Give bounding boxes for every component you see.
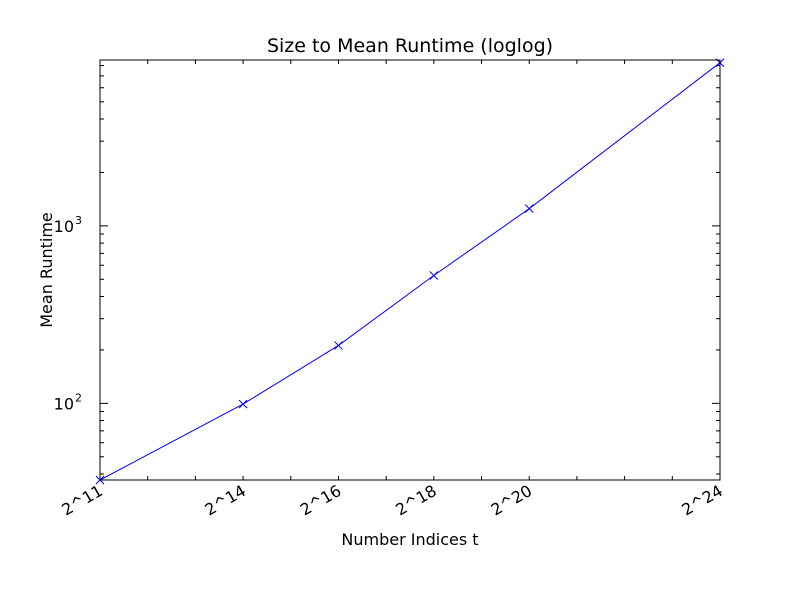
y-tick-exponent: 2 [75,391,82,404]
series-line [99,62,721,481]
data-point-marker [524,204,534,214]
x-tick-label: 2^20 [488,481,536,519]
x-tick-label: 2^16 [297,481,345,519]
x-axis-label: Number Indices t [341,530,478,549]
y-tick-label: 10 [54,217,74,236]
axis-ticks [99,60,721,480]
x-tick-label: 2^18 [392,481,440,519]
x-tick-label: 2^14 [202,481,250,519]
data-point-marker [334,341,343,350]
plot-frame [99,59,721,481]
series-group [95,58,725,485]
y-tick-exponent: 3 [75,214,82,227]
data-point-marker [238,399,248,409]
y-tick-label: 10 [54,394,74,413]
chart-title: Size to Mean Runtime (loglog) [267,35,553,57]
data-point-marker [429,271,439,280]
x-tick-label: 2^11 [58,481,106,519]
x-tick-label: 2^24 [678,481,726,519]
x-tick-labels: 2^11 2^14 2^16 2^18 2^20 2^24 [58,481,726,519]
y-axis-label: Mean Runtime [37,212,56,328]
